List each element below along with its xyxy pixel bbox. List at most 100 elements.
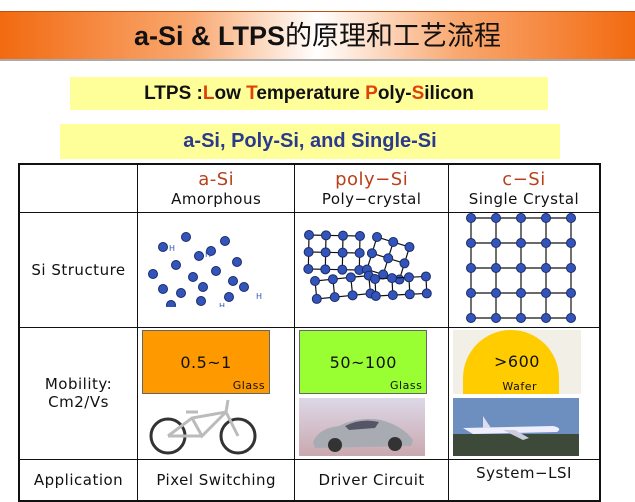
si-atom: [517, 213, 526, 222]
application-polysi: Driver Circuit: [295, 459, 449, 501]
col-desc: Poly−crystal: [295, 190, 448, 208]
si-atom: [370, 274, 379, 283]
si-atom: [542, 238, 551, 247]
si-atom: [542, 213, 551, 222]
si-atom: [542, 313, 551, 322]
si-atom: [355, 248, 364, 257]
word: ilicon: [424, 83, 474, 104]
si-atom: [321, 230, 330, 239]
si-atom: [542, 263, 551, 272]
si-atom: [517, 288, 526, 297]
polycrystal-structure: [295, 212, 449, 327]
col-name: poly−Si: [295, 169, 448, 190]
si-atom: [338, 231, 347, 240]
ltps-definition: LTPS :Low Temperature Poly-Silicon: [70, 77, 548, 110]
row-label-application: Application: [19, 459, 138, 501]
si-atom: [421, 271, 430, 280]
si-atom: [233, 257, 242, 266]
title-cn: 的原理和工艺流程: [285, 21, 501, 51]
mobility-unit: Cm2/Vs: [20, 393, 137, 411]
si-atom: [467, 288, 476, 297]
letter: T: [246, 83, 256, 104]
mobility-value: 0.5~1: [180, 353, 232, 372]
si-atom: [312, 294, 321, 303]
col-desc: Amorphous: [138, 190, 294, 208]
si-atom: [467, 213, 476, 222]
letter: P: [365, 83, 378, 104]
si-atom: [378, 270, 387, 279]
si-atom: [422, 288, 431, 297]
airplane-image: [453, 398, 579, 456]
si-atom: [388, 290, 397, 299]
si-atom: [517, 313, 526, 322]
si-atom: [199, 282, 208, 291]
si-atom: [492, 213, 501, 222]
si-atom: [159, 284, 168, 293]
si-atom: [225, 292, 234, 301]
si-atom: [492, 313, 501, 322]
si-atom: [149, 269, 158, 278]
substrate: Wafer: [502, 380, 537, 394]
si-atom: [567, 263, 576, 272]
si-atom: [328, 274, 337, 283]
si-atom: [400, 258, 409, 267]
si-atom: [337, 265, 346, 274]
substrate: Glass: [390, 379, 422, 393]
si-atom: [355, 231, 364, 240]
application-csi: System−LSI: [449, 459, 601, 501]
hydrogen-label: H: [169, 244, 176, 253]
si-atom: [240, 282, 249, 291]
si-atom: [303, 264, 312, 273]
single-crystal-structure: [449, 212, 601, 327]
si-atom: [346, 272, 355, 281]
single-crystal-lattice-diagram: [449, 213, 599, 323]
si-atom: [567, 213, 576, 222]
si-atom: [567, 288, 576, 297]
si-atom: [372, 232, 381, 241]
si-atom: [229, 276, 238, 285]
si-atom: [330, 292, 339, 301]
section-subtitle: a-Si, Poly-Si, and Single-Si: [60, 124, 560, 159]
ltps-prefix: LTPS :: [144, 83, 203, 104]
mobility-csi: >600 Wafer: [449, 327, 601, 459]
hydrogen-label: H: [256, 292, 263, 301]
word: oly-: [378, 83, 412, 104]
si-atom: [367, 248, 376, 257]
si-atom: [542, 288, 551, 297]
empty-header: [19, 164, 138, 212]
mobility-box: >600 Wafer: [453, 330, 581, 394]
col-name: c−Si: [449, 169, 599, 190]
si-atom: [517, 238, 526, 247]
si-atom: [159, 242, 168, 251]
si-atom: [338, 248, 347, 257]
si-atom: [405, 242, 414, 251]
letter: L: [203, 83, 215, 104]
si-atom: [467, 313, 476, 322]
si-atom: [405, 289, 414, 298]
si-atom: [492, 288, 501, 297]
row-label-structure: Si Structure: [19, 212, 138, 327]
si-atom: [387, 273, 396, 282]
slide-title: a-Si & LTPS的原理和工艺流程: [0, 11, 635, 61]
si-atom: [467, 263, 476, 272]
si-atom: [197, 296, 206, 305]
word: ow: [214, 83, 246, 104]
mobility-value: >600: [494, 352, 540, 371]
si-atom: [189, 272, 198, 281]
si-atom: [467, 238, 476, 247]
si-atom: [371, 291, 380, 300]
col-name: a-Si: [138, 169, 294, 190]
title-latin: a-Si & LTPS: [134, 21, 285, 51]
si-atom: [177, 288, 186, 297]
si-atom: [404, 272, 413, 281]
bicycle-image: [142, 398, 268, 456]
